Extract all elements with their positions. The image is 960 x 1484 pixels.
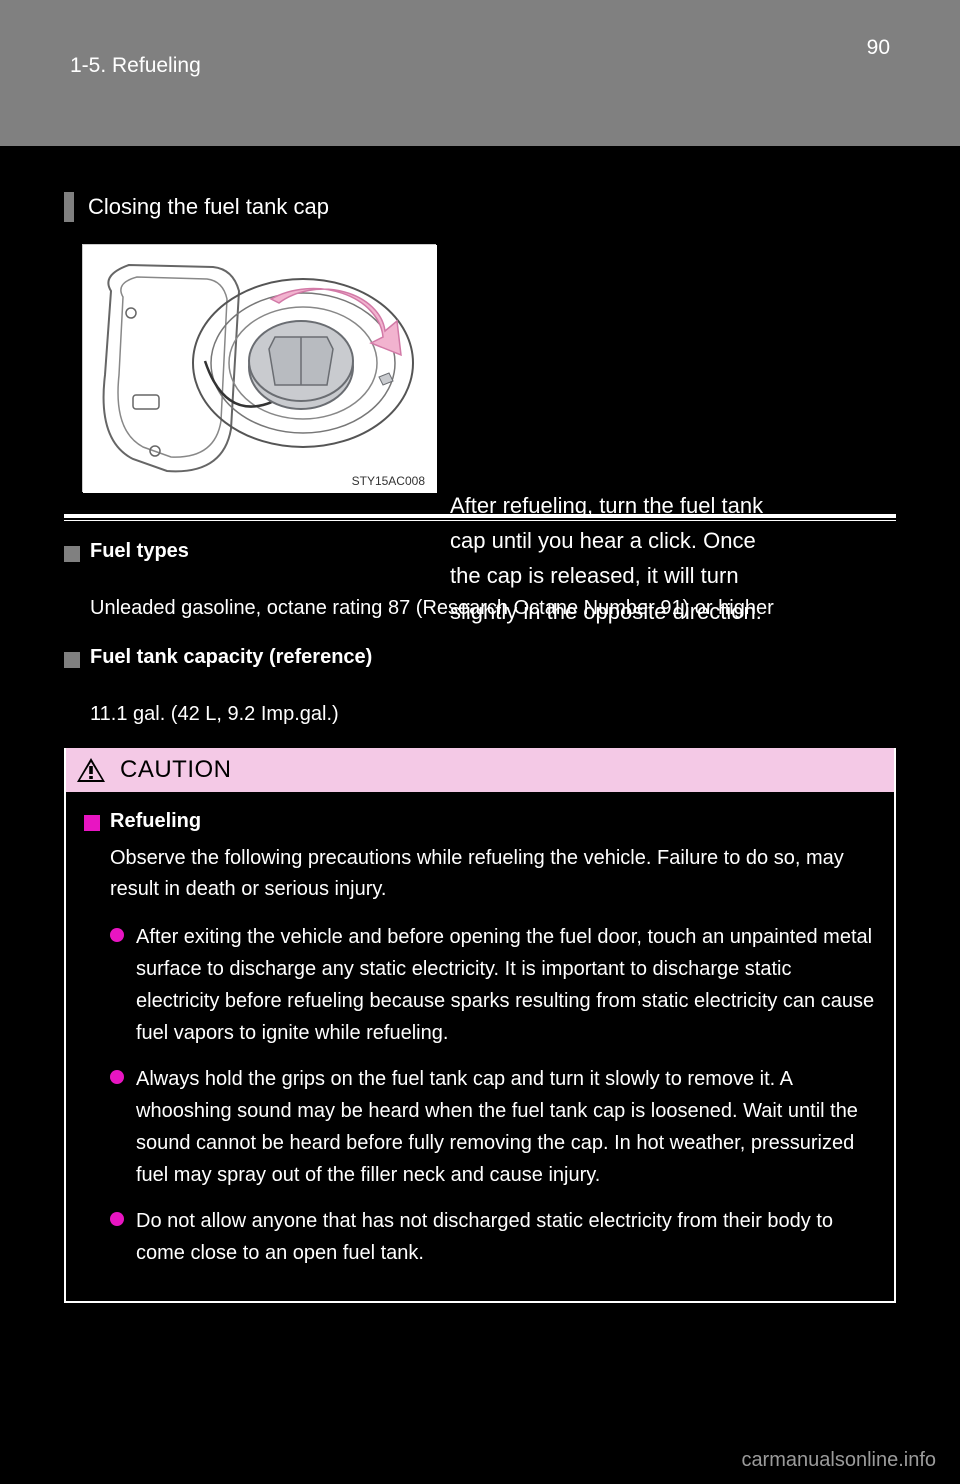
fuel-cap-illustration: STY15AC008 (83, 245, 437, 493)
figure-caption: After refueling, turn the fuel tank cap … (450, 488, 920, 629)
header-band: 90 1-5. Refueling (0, 0, 960, 146)
page-number: 90 (867, 36, 890, 60)
fuel-cap-figure: STY15AC008 (82, 244, 436, 492)
figure-caption-line: slightly in the opposite direction. (450, 594, 920, 629)
watermark: carmanualsonline.info (741, 1449, 936, 1472)
caution-bullet: Always hold the grips on the fuel tank c… (110, 1063, 876, 1191)
warning-triangle-icon (76, 757, 106, 783)
figure-caption-line: the cap is released, it will turn (450, 558, 920, 593)
section-label: 1-5. Refueling (70, 36, 960, 78)
caution-box: CAUTION Refueling Observe the following … (64, 748, 896, 1303)
caution-heading: Refueling (110, 810, 201, 833)
caution-bullet-text: Always hold the grips on the fuel tank c… (136, 1063, 876, 1191)
caution-intro: Observe the following precautions while … (110, 843, 876, 905)
subtitle-text: Closing the fuel tank cap (88, 194, 329, 220)
section-divider (64, 514, 896, 518)
caution-bullet: After exiting the vehicle and before ope… (110, 921, 876, 1049)
round-bullet-icon (110, 1070, 124, 1084)
round-bullet-icon (110, 928, 124, 942)
round-bullet-icon (110, 1212, 124, 1226)
note-item: Fuel tank capacity (reference) 11.1 gal.… (64, 646, 896, 730)
square-bullet-icon (64, 652, 80, 668)
note-title: Fuel tank capacity (reference) (90, 646, 372, 669)
caution-header: CAUTION (66, 748, 894, 792)
caution-bullet: Do not allow anyone that has not dischar… (110, 1205, 876, 1269)
caution-bullet-text: After exiting the vehicle and before ope… (136, 921, 876, 1049)
figure-caption-line: cap until you hear a click. Once (450, 523, 920, 558)
subtitle-row: Closing the fuel tank cap (64, 192, 960, 222)
note-title: Fuel types (90, 540, 189, 563)
square-bullet-pink-icon (84, 815, 100, 831)
caution-bullet-text: Do not allow anyone that has not dischar… (136, 1205, 876, 1269)
caution-label: CAUTION (120, 756, 232, 784)
note-body: 11.1 gal. (42 L, 9.2 Imp.gal.) (90, 699, 896, 730)
caution-body: Refueling Observe the following precauti… (66, 792, 894, 1301)
figure-image-id: STY15AC008 (352, 474, 426, 488)
square-bullet-icon (64, 546, 80, 562)
subtitle-marker (64, 192, 74, 222)
